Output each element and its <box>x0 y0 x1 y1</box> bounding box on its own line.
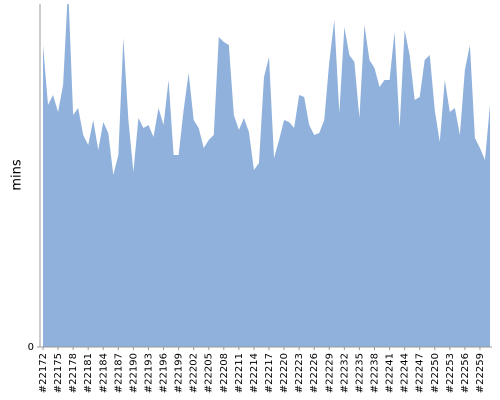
x-tick-label: #22199 <box>174 353 185 393</box>
x-tick-label: #22211 <box>234 353 245 393</box>
x-tick-label: #22250 <box>430 353 441 393</box>
x-tick-label: #22247 <box>415 353 426 393</box>
x-tick-label: #22229 <box>324 353 335 393</box>
x-tick-label: #22217 <box>264 353 275 393</box>
x-tick-label: #22187 <box>113 353 124 393</box>
y-axis-label: mins <box>10 159 25 191</box>
x-tick-label: #22175 <box>53 353 64 393</box>
x-tick-label: #22172 <box>38 353 49 393</box>
x-tick-label: #22181 <box>83 353 94 393</box>
x-tick-label: #22238 <box>369 353 380 393</box>
x-tick-label: #22253 <box>445 353 456 393</box>
x-tick-label: #22193 <box>143 353 154 393</box>
x-tick-label: #22196 <box>159 353 170 393</box>
x-tick-label: #22205 <box>204 353 215 393</box>
x-tick-label: #22256 <box>460 353 471 393</box>
x-tick-label: #22208 <box>219 353 230 393</box>
x-tick-label: #22220 <box>279 353 290 393</box>
x-tick-label: #22232 <box>339 353 350 393</box>
area <box>43 4 490 347</box>
x-tick-label: #22202 <box>189 353 200 393</box>
x-tick-label: #22178 <box>68 353 79 393</box>
x-tick-label: #22214 <box>249 353 260 393</box>
x-tick-label: #22235 <box>354 353 365 393</box>
y-tick-label: 0 <box>28 342 34 353</box>
x-tick-label: #22241 <box>385 353 396 393</box>
x-tick-label: #22244 <box>400 353 411 393</box>
plot-area <box>43 4 490 347</box>
x-tick-label: #22259 <box>475 353 486 393</box>
x-tick-label: #22190 <box>128 353 139 393</box>
x-tick-label: #22184 <box>98 353 109 393</box>
x-tick-label: #22223 <box>294 353 305 393</box>
x-tick-label: #22226 <box>309 353 320 393</box>
